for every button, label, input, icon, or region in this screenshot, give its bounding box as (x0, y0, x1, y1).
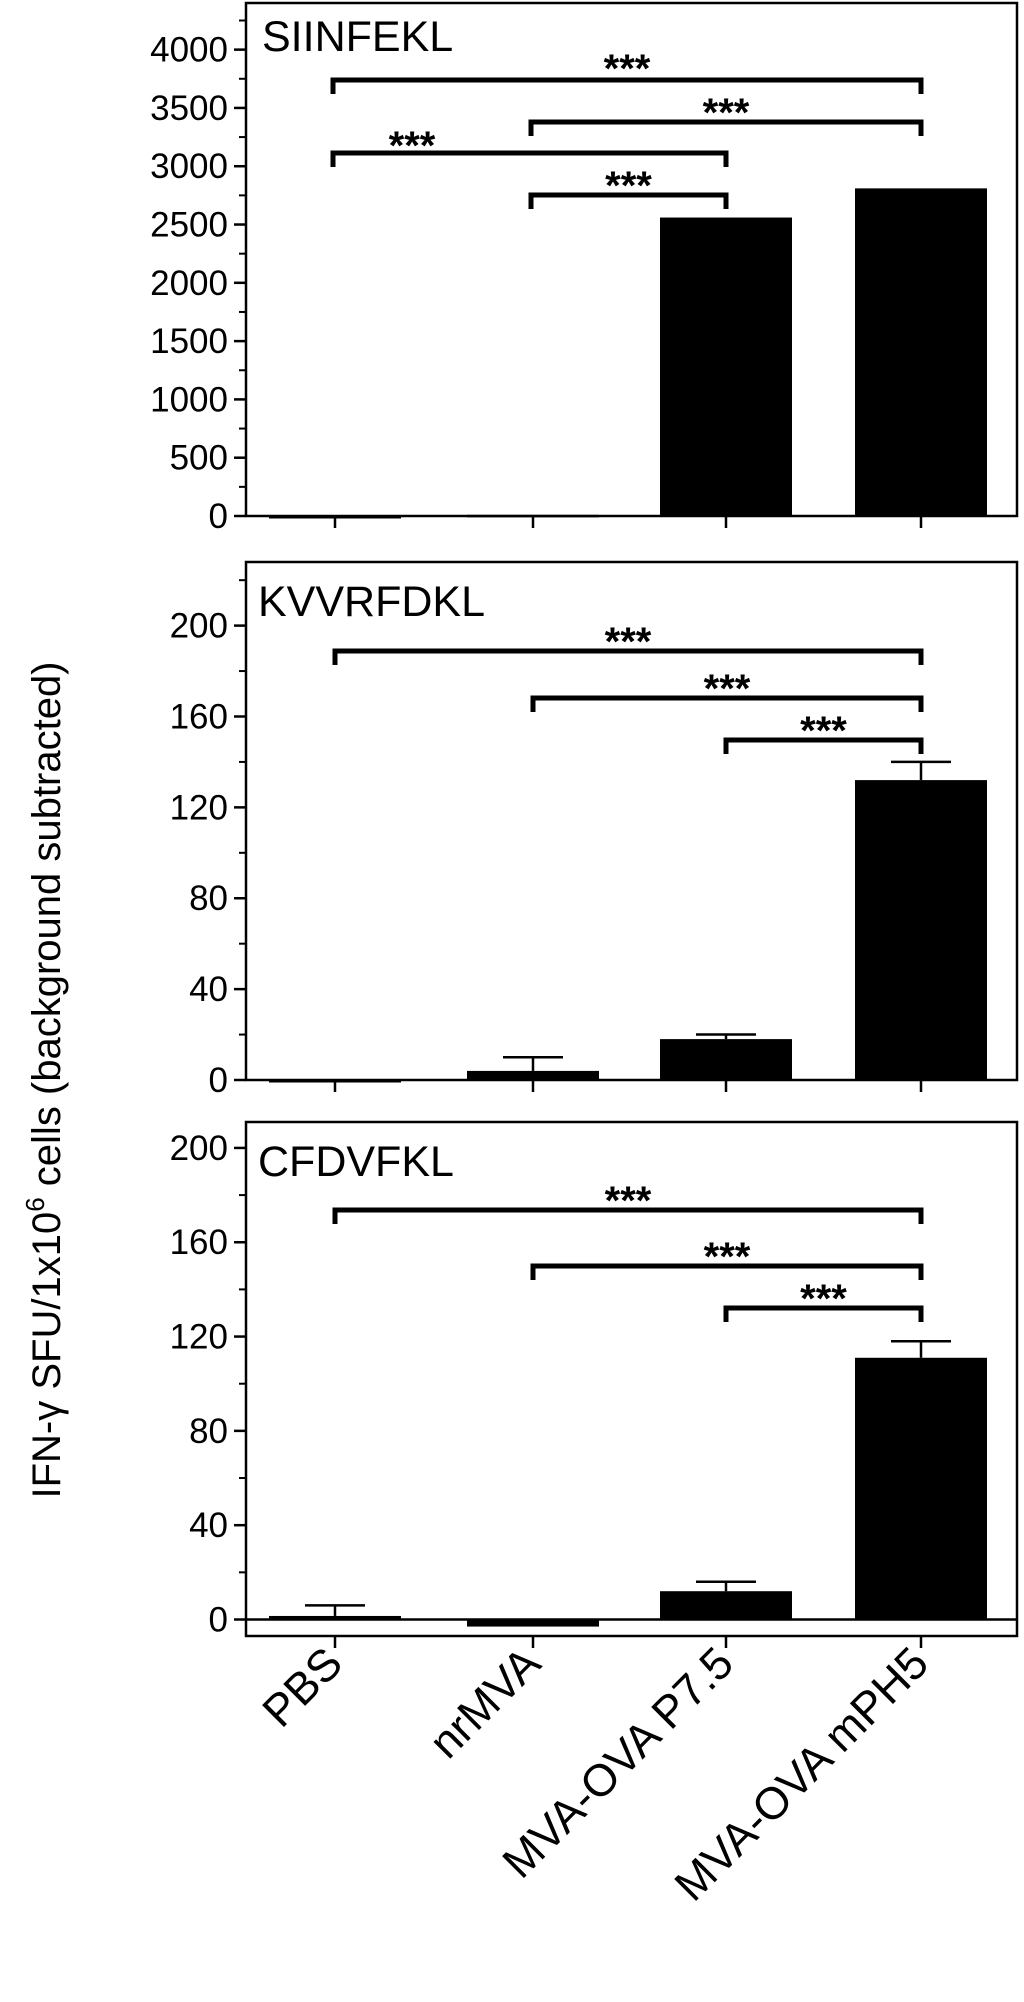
y-axis-title-prefix: IFN-γ SFU/1x10 (25, 1212, 69, 1499)
category-label: nrMVA (419, 1637, 550, 1768)
panel-title: SIINFEKL (262, 13, 453, 61)
significance-bracket (723, 737, 924, 754)
significance-label: *** (800, 709, 847, 753)
bar-nrmva (467, 1070, 599, 1080)
y-tick-label: 80 (189, 1412, 228, 1451)
significance-bracket (530, 1263, 924, 1280)
significance-label: *** (605, 620, 652, 664)
y-tick-label: 200 (170, 607, 228, 646)
significance-bracket (330, 150, 729, 167)
significance-bracket (530, 695, 924, 712)
panel-title: KVVRFDKL (258, 578, 485, 626)
y-tick-label: 40 (189, 1506, 228, 1545)
bar-mva-ova-mph5 (855, 780, 987, 1080)
significance-label: *** (389, 124, 436, 168)
y-tick-label: 200 (170, 1129, 228, 1168)
bar-mva-ova-p7-5 (660, 1591, 792, 1620)
bar-mva-ova-p7-5 (660, 217, 792, 516)
bar-pbs (269, 516, 401, 519)
chart-panel-3: 0 40 80 120 160 200 CFDVFKL *** *** *** (170, 1120, 1019, 1648)
y-axis-title: IFN-γ SFU/1x106 cells (background subtra… (20, 661, 69, 1498)
y-tick-label: 3500 (150, 89, 228, 128)
y-tick-label: 1000 (150, 380, 228, 419)
y-tick-label: 120 (170, 788, 228, 827)
bar-pbs (269, 1080, 401, 1083)
significance-label: *** (703, 91, 750, 135)
plot-frame (244, 1120, 1019, 1638)
y-tick-label: 3000 (150, 147, 228, 186)
y-tick-label: 0 (209, 497, 228, 536)
y-tick-label: 160 (170, 1223, 228, 1262)
y-tick-label: 160 (170, 697, 228, 736)
plot-frame (244, 560, 1019, 1082)
y-tick-label: 4000 (150, 31, 228, 70)
significance-label: *** (800, 1277, 847, 1321)
significance-label: *** (704, 667, 751, 711)
panel-title: CFDVFKL (258, 1138, 454, 1186)
significance-bracket (723, 1305, 924, 1322)
significance-bracket (330, 77, 924, 94)
y-tick-label: 0 (209, 1061, 228, 1100)
significance-label: *** (604, 47, 651, 91)
y-tick-label: 80 (189, 879, 228, 918)
y-tick-label: 0 (209, 1600, 228, 1639)
y-tick-label: 1500 (150, 322, 228, 361)
significance-bracket (332, 1207, 924, 1224)
y-tick-label: 40 (189, 970, 228, 1009)
bar-pbs (269, 1615, 401, 1620)
y-tick-label: 500 (170, 439, 228, 478)
bar-mva-ova-mph5 (855, 1357, 987, 1620)
y-tick-label: 2000 (150, 264, 228, 303)
y-tick-label: 2500 (150, 206, 228, 245)
y-axis-title-superscript: 6 (20, 1197, 50, 1211)
bar-nrmva (467, 1619, 599, 1627)
significance-label: *** (605, 164, 652, 208)
significance-label: *** (704, 1235, 751, 1279)
bar-mva-ova-p7-5 (660, 1039, 792, 1080)
category-label: PBS (252, 1637, 352, 1737)
significance-bracket (528, 192, 729, 209)
plot-frame (244, 1, 1019, 518)
bar-mva-ova-mph5 (855, 188, 987, 516)
chart-panel-1: 0 500 1000 1500 2000 2500 3000 3500 4000 SIINFEKL… (150, 1, 1019, 536)
y-tick-label: 120 (170, 1318, 228, 1357)
y-axis-title-suffix: cells (background subtracted) (25, 661, 69, 1197)
significance-bracket (528, 119, 924, 136)
chart-panel-2: 0 40 80 120 160 200 KVVRFDKL *** *** *** (170, 560, 1019, 1100)
significance-bracket (332, 648, 924, 665)
significance-label: *** (605, 1179, 652, 1223)
bar-nrmva (467, 514, 599, 518)
